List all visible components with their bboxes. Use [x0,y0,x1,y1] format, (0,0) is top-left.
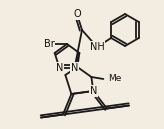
Text: N: N [56,63,63,72]
Text: Br: Br [44,39,54,49]
Text: N: N [90,86,97,96]
Text: N: N [71,63,78,72]
Text: Me: Me [108,74,122,83]
Text: NH: NH [90,42,104,52]
Text: O: O [73,9,81,19]
